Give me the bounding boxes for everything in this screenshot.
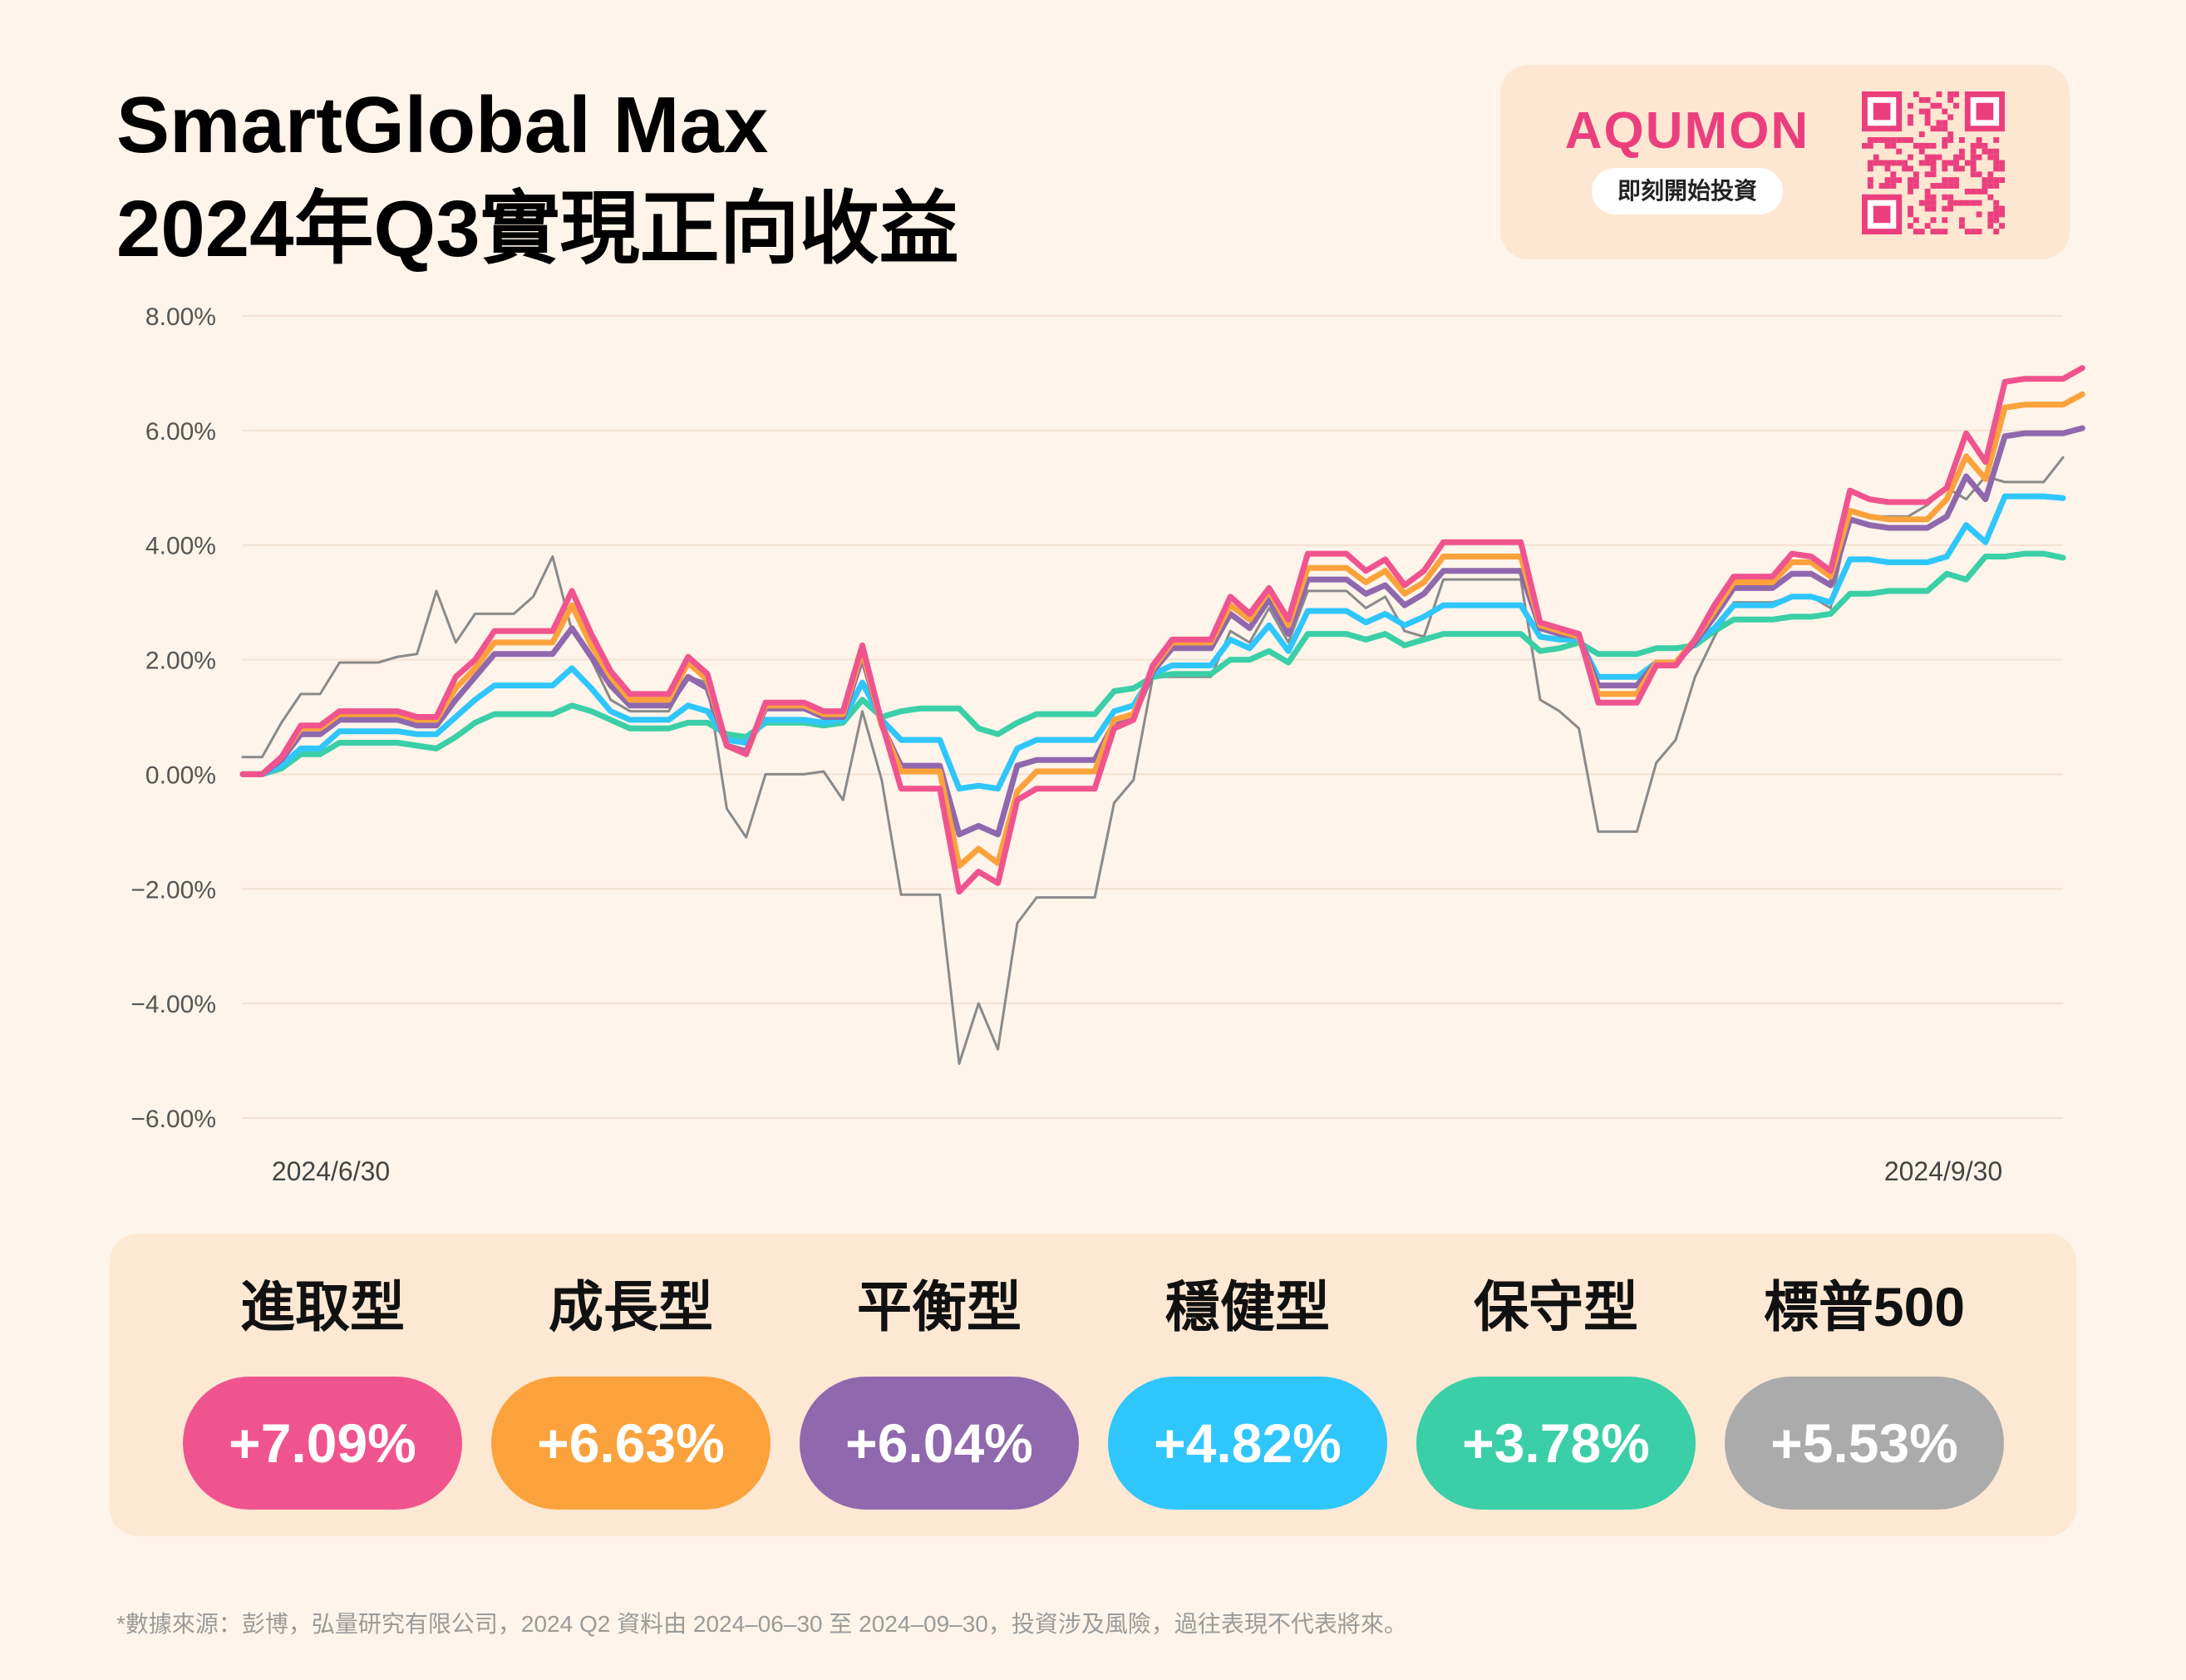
series-line-sp500 [241,456,2065,1065]
category-name: 穩健型 [1165,1276,1330,1338]
y-tick-label: 8.00% [145,303,216,331]
summary-item-steady: 穩健型 +4.82% [1108,1272,1387,1510]
category-name: 標普500 [1763,1276,1966,1338]
brand-logo: AQUMON [1564,102,1810,160]
y-tick-label: 6.00% [145,418,216,446]
data-source-footnote: *數據來源：彭博，弘量研究有限公司，2024 Q2 資料由 2024–06–30… [116,1611,1407,1637]
returns-summary-panel: 進取型 +7.09% 成長型 +6.63% 平衡型 +6.04% 穩健型 +4.… [110,1234,2076,1536]
x-tick-label: 2024/9/30 [1884,1156,2002,1186]
return-badge: +6.63% [491,1377,771,1510]
title-line-1: SmartGlobal Max [116,81,769,170]
title-line-2: 2024年Q3實現正向收益 [116,185,959,273]
summary-item-growth: 成長型 +6.63% [491,1272,771,1510]
category-name: 進取型 [240,1276,405,1338]
summary-item-balanced: 平衡型 +6.04% [800,1272,1079,1510]
return-badge: +6.04% [800,1377,1079,1510]
summary-item-aggressive: 進取型 +7.09% [183,1272,462,1510]
y-tick-label: 4.00% [145,533,216,560]
y-tick-label: −6.00% [130,1106,216,1133]
return-badge: +7.09% [183,1377,462,1510]
return-badge: +3.78% [1416,1377,1696,1510]
category-name: 保守型 [1474,1276,1638,1338]
summary-item-conservative: 保守型 +3.78% [1416,1272,1696,1510]
return-badge: +5.53% [1725,1377,2004,1510]
series-line-aggressive [239,365,2085,895]
returns-line-chart: 8.00% 6.00% 4.00% 2.00% 0.00% −2.00% −4.00% −6.… [130,303,2085,1186]
y-tick-label: 0.00% [145,761,216,789]
qr-code-icon[interactable] [1862,91,2005,234]
page-title: SmartGlobal Max 2024年Q3實現正向收益 [116,73,959,281]
brand-card[interactable]: AQUMON 即刻開始投資 [1500,65,2070,259]
y-tick-label: 2.00% [145,648,216,675]
y-tick-label: −4.00% [130,991,216,1018]
category-name: 平衡型 [857,1276,1022,1338]
summary-item-sp500: 標普500 +5.53% [1725,1272,2004,1510]
cta-button[interactable]: 即刻開始投資 [1592,168,1783,214]
category-name: 成長型 [549,1276,713,1338]
y-tick-label: −2.00% [130,876,216,904]
x-tick-label: 2024/6/30 [272,1156,390,1186]
return-badge: +4.82% [1108,1377,1387,1510]
